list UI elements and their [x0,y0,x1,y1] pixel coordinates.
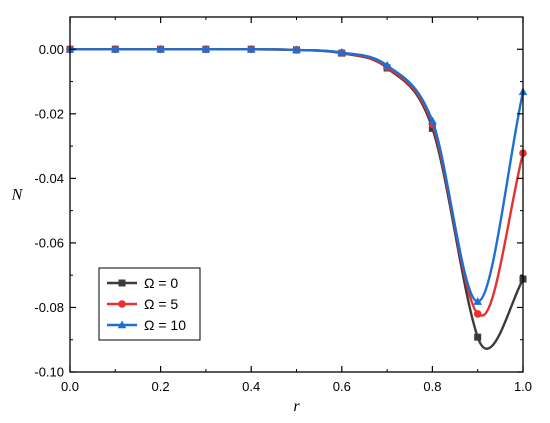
x-axis-title: r [293,398,300,415]
series-2-point-2 [156,44,165,53]
series-2-line [69,48,525,303]
y-tick-label: -0.06 [34,235,64,250]
series-2-point-8 [428,116,437,125]
x-tick-label: 0.8 [423,379,441,394]
legend-label-0: Ω = 0 [144,275,178,291]
legend-marker-0 [118,279,126,287]
x-tick-label: 0.4 [242,379,260,394]
series-2-point-1 [111,44,120,53]
legend-marker-2 [117,320,127,329]
series-2-point-5 [292,45,301,54]
series-0-point-9 [474,333,482,341]
series-2-point-6 [337,48,347,56]
series-2-point-4 [246,44,256,53]
legend: Ω = 0 Ω = 5 Ω = 10 [98,267,201,341]
y-axis-title: N [11,187,24,204]
x-tick-label: 0.0 [61,379,79,394]
y-tick-label: -0.02 [34,106,64,121]
y-tick-label: 0.00 [39,42,64,57]
y-tick-label: -0.08 [34,300,64,315]
legend-marker-1 [118,300,126,308]
series-1-point-9 [473,310,482,318]
series-2-point-7 [382,60,392,69]
series-layer [65,44,528,350]
series-2-point-9 [473,297,482,305]
x-tick-label: 1.0 [514,379,532,394]
legend-label-1: Ω = 5 [144,296,178,312]
x-tick-label: 0.2 [152,379,170,394]
x-tick-label: 0.6 [333,379,351,394]
axes-layer: 0.0 0.2 0.4 0.6 0.8 1.0 0.00 -0.02 -0.04 -0.06 -0.… [34,16,532,394]
y-tick-label: -0.10 [34,365,64,380]
legend-label-2: Ω = 10 [144,317,186,333]
series-0-point-8 [428,124,436,132]
legend-box [98,267,201,341]
y-tick-label: -0.04 [34,171,64,186]
series-2-point-3 [201,44,211,53]
series-2 [65,44,528,305]
